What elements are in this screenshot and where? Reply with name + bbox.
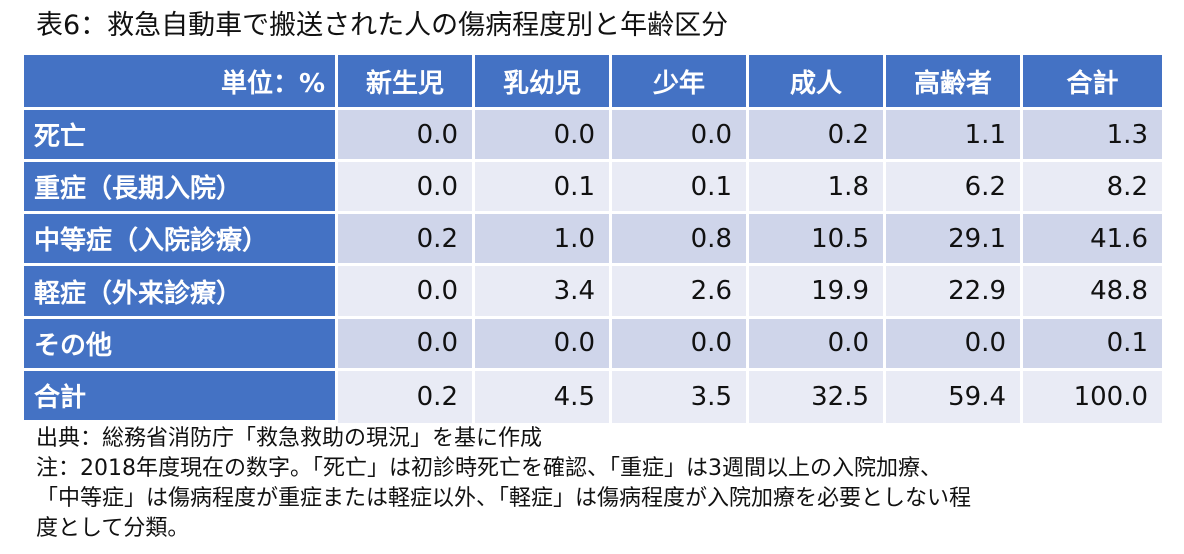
table-title: 表6：救急自動車で搬送された人の傷病程度別と年齢区分 — [36, 10, 729, 41]
note-line: 注：2018年度現在の数字。「死亡」は初診時死亡を確認、「重症」は3週間以上の入… — [36, 456, 942, 481]
table-cell: 48.8 — [1023, 266, 1162, 319]
table-cell: 0.2 — [338, 370, 475, 423]
note-line: 度として分類。 — [36, 516, 190, 541]
table-cell: 1.1 — [886, 110, 1023, 163]
table-cell: 41.6 — [1023, 214, 1162, 267]
table-cell: 0.2 — [749, 110, 886, 163]
row-label: 合計 — [24, 370, 338, 423]
table-cell: 0.0 — [612, 318, 749, 371]
table-cell: 22.9 — [886, 266, 1023, 319]
table-cell: 0.0 — [612, 110, 749, 163]
table-cell: 1.8 — [749, 162, 886, 215]
notes: 出典：総務省消防庁「救急救助の現況」を基に作成 注：2018年度現在の数字。「死… — [36, 424, 1176, 544]
table-cell: 0.1 — [475, 162, 612, 215]
data-table: 単位：% 新生児 乳幼児 少年 成人 高齢者 合計 死亡 0.0 0.0 0.0… — [24, 55, 1162, 423]
row-label: 中等症（入院診療） — [24, 214, 338, 267]
table-cell: 0.0 — [338, 110, 475, 163]
table-cell: 0.0 — [886, 318, 1023, 371]
table-cell: 100.0 — [1023, 370, 1162, 423]
table-row: その他 0.0 0.0 0.0 0.0 0.0 0.1 — [24, 318, 1162, 371]
table-cell: 0.0 — [338, 162, 475, 215]
note-line: 「中等症」は傷病程度が重症または軽症以外、「軽症」は傷病程度が入院加療を必要とし… — [36, 486, 972, 511]
table-cell: 3.4 — [475, 266, 612, 319]
row-label: 軽症（外来診療） — [24, 266, 338, 319]
table-cell: 3.5 — [612, 370, 749, 423]
table-cell: 32.5 — [749, 370, 886, 423]
table-cell: 19.9 — [749, 266, 886, 319]
table-cell: 0.0 — [475, 318, 612, 371]
table-cell: 1.0 — [475, 214, 612, 267]
source-note: 出典：総務省消防庁「救急救助の現況」を基に作成 — [36, 426, 543, 451]
table-row: 中等症（入院診療） 0.2 1.0 0.8 10.5 29.1 41.6 — [24, 214, 1162, 267]
table-cell: 8.2 — [1023, 162, 1162, 215]
table-cell: 0.0 — [475, 110, 612, 163]
column-header: 成人 — [749, 55, 886, 110]
table-cell: 0.8 — [612, 214, 749, 267]
table-cell: 6.2 — [886, 162, 1023, 215]
column-header: 新生児 — [338, 55, 475, 110]
table-cell: 0.0 — [749, 318, 886, 371]
table-cell: 59.4 — [886, 370, 1023, 423]
column-header: 乳幼児 — [475, 55, 612, 110]
column-header: 高齢者 — [886, 55, 1023, 110]
table-cell: 29.1 — [886, 214, 1023, 267]
table-cell: 0.2 — [338, 214, 475, 267]
column-header: 合計 — [1023, 55, 1162, 110]
table-cell: 1.3 — [1023, 110, 1162, 163]
table-row: 合計 0.2 4.5 3.5 32.5 59.4 100.0 — [24, 370, 1162, 423]
row-label: その他 — [24, 318, 338, 371]
table-cell: 0.1 — [1023, 318, 1162, 371]
table-row: 重症（長期入院） 0.0 0.1 0.1 1.8 6.2 8.2 — [24, 162, 1162, 215]
table-cell: 0.0 — [338, 266, 475, 319]
unit-label: 単位：% — [24, 55, 338, 110]
table-cell: 2.6 — [612, 266, 749, 319]
table-cell: 0.0 — [338, 318, 475, 371]
table-cell: 0.1 — [612, 162, 749, 215]
column-header: 少年 — [612, 55, 749, 110]
table-cell: 10.5 — [749, 214, 886, 267]
table-row: 軽症（外来診療） 0.0 3.4 2.6 19.9 22.9 48.8 — [24, 266, 1162, 319]
table-row: 死亡 0.0 0.0 0.0 0.2 1.1 1.3 — [24, 110, 1162, 163]
table-cell: 4.5 — [475, 370, 612, 423]
row-label: 死亡 — [24, 110, 338, 163]
header-row: 単位：% 新生児 乳幼児 少年 成人 高齢者 合計 — [24, 55, 1162, 110]
row-label: 重症（長期入院） — [24, 162, 338, 215]
